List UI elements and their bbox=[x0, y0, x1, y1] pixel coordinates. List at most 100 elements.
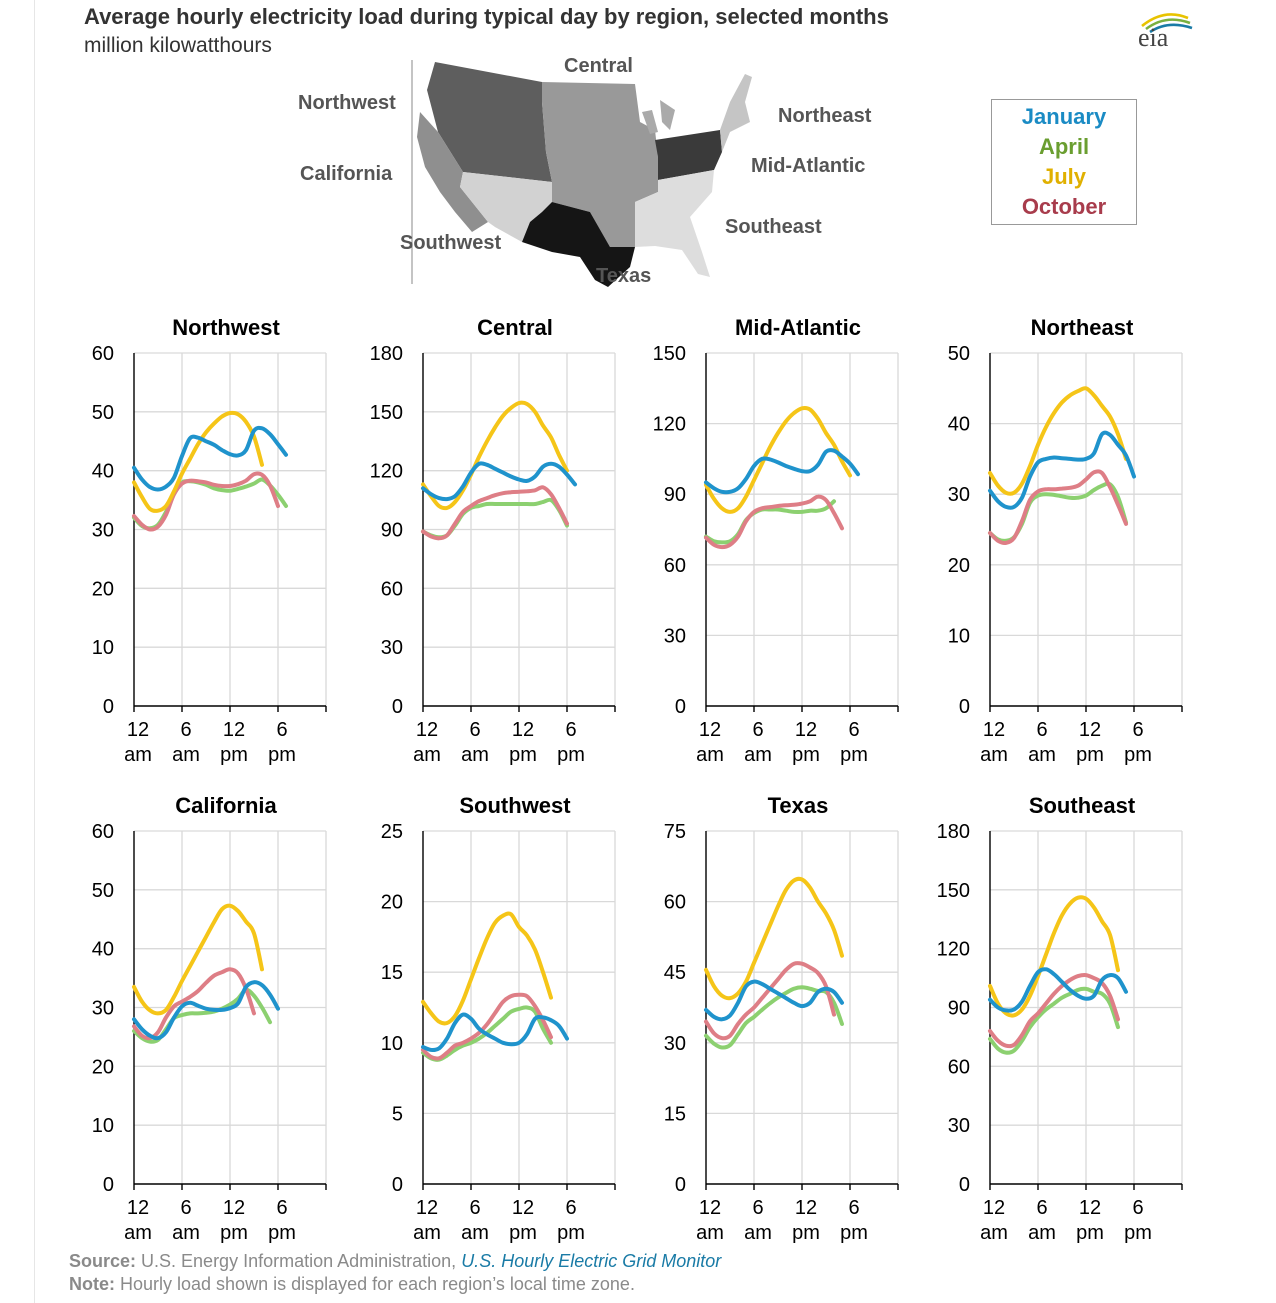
series-line-april bbox=[132, 987, 272, 1044]
x-tick-label: 6 bbox=[1132, 719, 1143, 741]
series-line-july bbox=[988, 895, 1120, 1018]
y-tick-label: 30 bbox=[92, 998, 114, 1020]
x-tick-label: am bbox=[696, 744, 724, 766]
y-tick-label: 15 bbox=[381, 962, 403, 984]
y-tick-label: 0 bbox=[103, 696, 114, 718]
y-tick-label: 75 bbox=[664, 821, 686, 843]
eia-logo-text: eia bbox=[1138, 23, 1169, 52]
x-tick-label: pm bbox=[1124, 1222, 1152, 1244]
y-tick-label: 60 bbox=[381, 578, 403, 600]
y-tick-label: 0 bbox=[959, 1174, 970, 1196]
y-tick-label: 10 bbox=[381, 1033, 403, 1055]
y-tick-label: 180 bbox=[370, 343, 403, 365]
y-tick-label: 0 bbox=[103, 1174, 114, 1196]
panel-title: California bbox=[175, 793, 277, 818]
panel-northwest: Northwest 0 10 20 30 40 50 60 12 am 6 am 12 pm 6 pm bbox=[92, 315, 327, 766]
y-tick-label: 150 bbox=[653, 343, 686, 365]
x-tick-label: 12 bbox=[699, 1197, 721, 1219]
series-line-july bbox=[132, 903, 264, 1016]
y-tick-label: 0 bbox=[675, 1174, 686, 1196]
y-tick-label: 90 bbox=[664, 484, 686, 506]
series-line-april bbox=[988, 986, 1120, 1055]
y-tick-label: 90 bbox=[381, 520, 403, 542]
y-tick-label: 150 bbox=[937, 880, 970, 902]
x-tick-label: 12 bbox=[1079, 1197, 1101, 1219]
region-map: Northwest Central Northeast California M… bbox=[290, 52, 910, 292]
y-tick-label: 0 bbox=[392, 696, 403, 718]
x-tick-label: 6 bbox=[180, 719, 191, 741]
map-region-northeast bbox=[690, 74, 752, 152]
y-tick-label: 60 bbox=[664, 555, 686, 577]
panel-california: California 0 10 20 30 40 50 60 12 am 6 am 12 pm 6 pm bbox=[92, 793, 327, 1244]
x-tick-label: 12 bbox=[795, 719, 817, 741]
x-tick-label: pm bbox=[1124, 744, 1152, 766]
source-link[interactable]: U.S. Hourly Electric Grid Monitor bbox=[461, 1251, 722, 1271]
series-line-october bbox=[988, 469, 1128, 546]
chart-subtitle: million kilowatthours bbox=[84, 34, 272, 57]
y-tick-label: 20 bbox=[948, 555, 970, 577]
y-tick-label: 0 bbox=[392, 1174, 403, 1196]
y-tick-label: 30 bbox=[664, 1033, 686, 1055]
series-line-october bbox=[132, 967, 256, 1041]
y-tick-label: 60 bbox=[664, 892, 686, 914]
y-tick-label: 20 bbox=[92, 1056, 114, 1078]
note-text: Hourly load shown is displayed for each … bbox=[115, 1274, 635, 1294]
series-line-october bbox=[704, 494, 844, 550]
x-tick-label: pm bbox=[268, 744, 296, 766]
y-tick-label: 40 bbox=[92, 461, 114, 483]
series-line-october bbox=[704, 961, 836, 1041]
source-label: Source: bbox=[69, 1251, 137, 1271]
panel-mid-atlantic: Mid-Atlantic 0 30 60 90 120 150 12 am 6 am 12 pm 6 pm bbox=[653, 315, 899, 766]
map-region-northwest bbox=[427, 62, 552, 182]
y-tick-label: 10 bbox=[92, 1115, 114, 1137]
series-line-july bbox=[704, 876, 844, 1001]
x-tick-label: 12 bbox=[699, 719, 721, 741]
x-tick-label: 6 bbox=[276, 1197, 287, 1219]
series-line-july bbox=[421, 911, 553, 1026]
y-tick-label: 120 bbox=[937, 939, 970, 961]
y-tick-label: 5 bbox=[392, 1103, 403, 1125]
x-tick-label: am bbox=[696, 1222, 724, 1244]
x-tick-label: am bbox=[461, 744, 489, 766]
legend-item-january: January bbox=[1021, 104, 1107, 129]
x-tick-label: pm bbox=[557, 744, 585, 766]
x-tick-label: 6 bbox=[469, 1197, 480, 1219]
series-line-october bbox=[988, 973, 1120, 1049]
series-line-october bbox=[421, 485, 569, 541]
panel-title: Northeast bbox=[1031, 315, 1134, 340]
y-tick-label: 180 bbox=[937, 821, 970, 843]
legend-item-october: October bbox=[1021, 194, 1107, 219]
series-line-april bbox=[421, 497, 569, 540]
series-line-april bbox=[704, 499, 836, 545]
series-line-april bbox=[132, 477, 288, 531]
x-tick-label: am bbox=[980, 1222, 1008, 1244]
x-tick-label: pm bbox=[1076, 1222, 1104, 1244]
series-line-october bbox=[132, 471, 280, 532]
y-tick-label: 10 bbox=[948, 625, 970, 647]
source-note: Source: U.S. Energy Information Administ… bbox=[69, 1251, 721, 1272]
x-tick-label: am bbox=[1028, 1222, 1056, 1244]
series-line-october bbox=[421, 992, 553, 1061]
map-region-southeast bbox=[635, 170, 714, 277]
footnote: Note: Hourly load shown is displayed for… bbox=[69, 1274, 635, 1295]
left-edge-rule bbox=[34, 0, 35, 1303]
series-line-july bbox=[132, 410, 264, 513]
eia-logo: eia bbox=[1130, 6, 1200, 52]
x-tick-label: am bbox=[172, 744, 200, 766]
x-tick-label: 12 bbox=[416, 719, 438, 741]
x-tick-label: 6 bbox=[848, 1197, 859, 1219]
panel-title: Texas bbox=[768, 793, 829, 818]
map-region-california bbox=[417, 112, 488, 232]
series-line-january bbox=[704, 448, 860, 495]
chart-title: Average hourly electricity load during t… bbox=[84, 4, 889, 29]
x-tick-label: am bbox=[413, 744, 441, 766]
y-tick-label: 60 bbox=[92, 821, 114, 843]
x-tick-label: pm bbox=[220, 744, 248, 766]
x-tick-label: 12 bbox=[416, 1197, 438, 1219]
x-tick-label: 12 bbox=[223, 1197, 245, 1219]
y-tick-label: 40 bbox=[948, 414, 970, 436]
x-tick-label: 12 bbox=[127, 1197, 149, 1219]
y-tick-label: 25 bbox=[381, 821, 403, 843]
y-tick-label: 60 bbox=[92, 343, 114, 365]
series-line-january bbox=[132, 980, 280, 1041]
